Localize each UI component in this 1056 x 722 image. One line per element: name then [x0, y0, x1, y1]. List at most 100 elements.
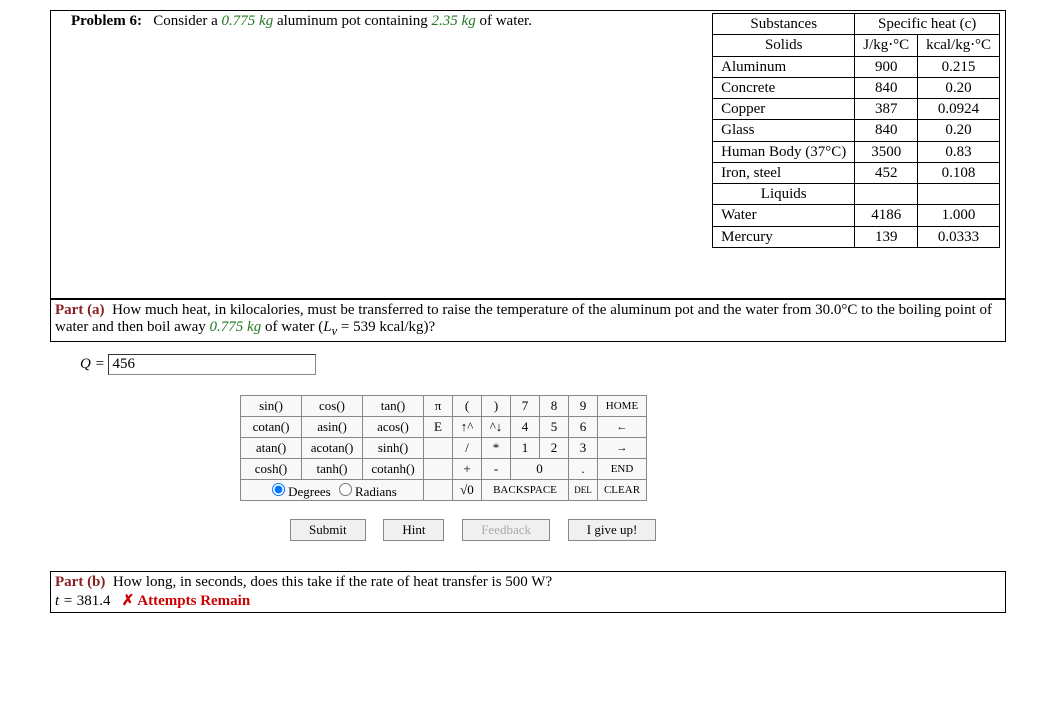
calc-btn[interactable]: 8	[540, 395, 569, 416]
calc-btn[interactable]: 0	[511, 458, 569, 479]
cell: 900	[855, 56, 918, 77]
calc-btn[interactable]: CLEAR	[598, 479, 647, 500]
cell: 452	[855, 162, 918, 183]
calc-btn[interactable]: 5	[540, 416, 569, 437]
calc-btn[interactable]	[424, 458, 453, 479]
feedback-button: Feedback	[462, 519, 550, 541]
calc-btn[interactable]	[424, 437, 453, 458]
value: 0.775 kg	[222, 13, 274, 29]
cell: 0.20	[918, 120, 1000, 141]
text: aluminum pot containing	[273, 13, 431, 29]
section-header: Liquids	[713, 184, 855, 205]
calc-btn[interactable]: √0	[453, 479, 482, 500]
calc-btn[interactable]: asin()	[302, 416, 363, 437]
calc-btn[interactable]: (	[453, 395, 482, 416]
attempts-remain: ✗ Attempts Remain	[122, 593, 250, 609]
unit: J/kg⋅°C	[855, 35, 918, 56]
cell: 1.000	[918, 205, 1000, 226]
section-header: Solids	[713, 35, 855, 56]
col-header: Specific heat (c)	[855, 14, 1000, 35]
cell: Water	[713, 205, 855, 226]
text: of water.	[476, 13, 532, 29]
calc-btn[interactable]: →	[598, 437, 647, 458]
calc-btn[interactable]: sinh()	[363, 437, 424, 458]
calc-btn[interactable]: 2	[540, 437, 569, 458]
part-label: Part (a)	[55, 302, 105, 318]
calc-btn[interactable]: 6	[569, 416, 598, 437]
problem-statement: Problem 6: Consider a 0.775 kg aluminum …	[51, 13, 532, 30]
calc-btn[interactable]: acotan()	[302, 437, 363, 458]
radians-radio[interactable]	[339, 483, 352, 496]
calc-btn[interactable]: ^↓	[482, 416, 511, 437]
cell: Concrete	[713, 77, 855, 98]
calc-btn[interactable]: tanh()	[302, 458, 363, 479]
question-text: of water (	[261, 319, 323, 335]
cell: Glass	[713, 120, 855, 141]
submit-button[interactable]: Submit	[290, 519, 366, 541]
cell: 840	[855, 120, 918, 141]
calc-btn[interactable]: )	[482, 395, 511, 416]
cell: 387	[855, 99, 918, 120]
answer-label: t =	[55, 593, 77, 609]
cell: 0.20	[918, 77, 1000, 98]
calc-btn[interactable]: .	[569, 458, 598, 479]
part-label: Part (b)	[55, 574, 105, 590]
radians-label: Radians	[355, 484, 397, 499]
answer-value: 381.4	[77, 593, 111, 609]
calc-btn[interactable]: HOME	[598, 395, 647, 416]
calc-btn[interactable]: DEL	[569, 479, 598, 500]
calc-btn[interactable]: 3	[569, 437, 598, 458]
answer-label: Q =	[80, 356, 108, 372]
calc-btn[interactable]: ↑^	[453, 416, 482, 437]
calc-btn[interactable]: -	[482, 458, 511, 479]
calc-btn[interactable]: cotan()	[241, 416, 302, 437]
calc-btn[interactable]: sin()	[241, 395, 302, 416]
calc-btn[interactable]: 4	[511, 416, 540, 437]
symbol: L	[323, 319, 331, 335]
cell: 0.0333	[918, 226, 1000, 247]
submit-row: Submit Hint Feedback I give up!	[290, 519, 1006, 541]
question-text: How long, in seconds, does this take if …	[113, 574, 552, 590]
cell: 0.215	[918, 56, 1000, 77]
giveup-button[interactable]: I give up!	[568, 519, 657, 541]
degrees-label: Degrees	[288, 484, 331, 499]
calc-btn[interactable]: acos()	[363, 416, 424, 437]
calc-btn[interactable]: cosh()	[241, 458, 302, 479]
calc-btn[interactable]: π	[424, 395, 453, 416]
value: 0.775 kg	[210, 319, 262, 335]
cell: 139	[855, 226, 918, 247]
value: 2.35 kg	[432, 13, 476, 29]
cell: 0.108	[918, 162, 1000, 183]
angle-mode-row: Degrees Radians	[241, 479, 424, 500]
cell: Mercury	[713, 226, 855, 247]
unit: kcal/kg⋅°C	[918, 35, 1000, 56]
cell: 3500	[855, 141, 918, 162]
calc-btn[interactable]: E	[424, 416, 453, 437]
cell: 840	[855, 77, 918, 98]
calc-btn[interactable]: 1	[511, 437, 540, 458]
calc-btn[interactable]: /	[453, 437, 482, 458]
degrees-radio[interactable]	[272, 483, 285, 496]
part-a-box: Part (a) How much heat, in kilocalories,…	[50, 299, 1006, 342]
calc-btn[interactable]: ←	[598, 416, 647, 437]
calc-btn[interactable]: BACKSPACE	[482, 479, 569, 500]
value: = 539 kcal/kg)?	[337, 319, 435, 335]
cell: 0.0924	[918, 99, 1000, 120]
calc-btn[interactable]: END	[598, 458, 647, 479]
specific-heat-table: Substances Specific heat (c) Solids J/kg…	[712, 13, 1000, 248]
calculator: sin() cos() tan() π ( ) 7 8 9 HOME cotan…	[240, 395, 1006, 541]
cell: Copper	[713, 99, 855, 120]
calc-btn[interactable]: 7	[511, 395, 540, 416]
calc-btn[interactable]: cos()	[302, 395, 363, 416]
cell: 4186	[855, 205, 918, 226]
answer-row: Q =	[80, 354, 1006, 375]
calc-btn[interactable]: +	[453, 458, 482, 479]
calc-btn[interactable]: atan()	[241, 437, 302, 458]
answer-input[interactable]	[108, 354, 316, 375]
calc-btn[interactable]: 9	[569, 395, 598, 416]
col-header: Substances	[713, 14, 855, 35]
calc-btn[interactable]: cotanh()	[363, 458, 424, 479]
calc-btn[interactable]: tan()	[363, 395, 424, 416]
calc-btn[interactable]: *	[482, 437, 511, 458]
hint-button[interactable]: Hint	[383, 519, 444, 541]
